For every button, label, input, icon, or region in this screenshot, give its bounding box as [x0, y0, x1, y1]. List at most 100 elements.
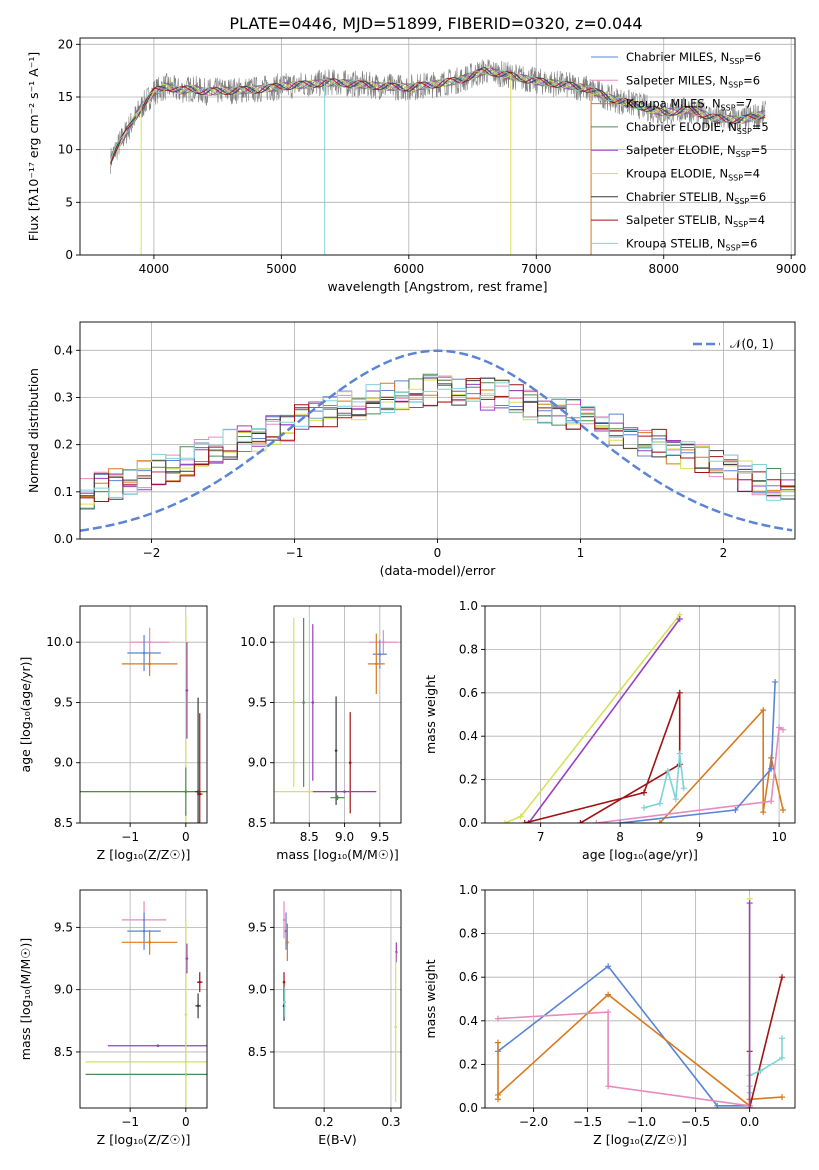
- weight-marker: [779, 974, 786, 981]
- x-tick-label: 6000: [394, 262, 425, 276]
- y-tick-label: 9.5: [54, 695, 73, 709]
- weight-marker: [605, 1009, 612, 1016]
- x-tick-label: 7000: [521, 262, 552, 276]
- weight-marker: [760, 809, 767, 816]
- x-axis-label: (data-model)/error: [380, 563, 497, 578]
- y-tick-label: 9.5: [54, 920, 73, 934]
- plot-area: [282, 901, 398, 1102]
- x-tick-label: −1: [121, 830, 139, 844]
- y-tick-label: 0.0: [54, 532, 73, 546]
- y-tick-label: 0.8: [459, 642, 478, 656]
- weight-marker: [779, 1094, 786, 1101]
- plot-area: [80, 616, 207, 823]
- legend-label: Salpeter STELIB, NSSP=4: [626, 213, 765, 229]
- x-axis-label: mass [log₁₀(M/M☉)]: [276, 847, 398, 862]
- weight-marker: [676, 616, 683, 623]
- weight-line-2: [497, 1011, 750, 1107]
- data-point: [378, 652, 382, 656]
- weight-marker: [605, 1083, 612, 1090]
- data-point: [148, 640, 151, 644]
- data-point: [142, 651, 146, 655]
- y-tick-label: 0.2: [54, 438, 73, 452]
- weight-marker: [780, 806, 787, 813]
- data-point: [184, 1013, 188, 1016]
- histogram-step-6: [80, 377, 795, 500]
- x-tick-label: 8.5: [300, 830, 319, 844]
- y-axis-label: Normed distribution: [26, 368, 41, 493]
- y-axis-label: Flux [fλ10⁻¹⁷ erg cm⁻² s⁻¹ A⁻¹]: [26, 52, 41, 241]
- data-point: [334, 749, 338, 752]
- data-point: [198, 980, 202, 984]
- x-tick-label: 0.0: [740, 1115, 759, 1129]
- y-axis-label: mass weight: [423, 675, 438, 754]
- data-point: [148, 662, 151, 666]
- chart-spectrum: 4000 5000 6000 7000 8000 9000 0 5 10 15 20 waveleng…: [26, 37, 806, 294]
- chart-weight-vs-Z: −2.0 −1.5 −1.0 −0.5 0.0 0.0 0.2 0.4 0.6 0.8 1.0 Z […: [423, 883, 796, 1147]
- data-point: [286, 941, 289, 944]
- weight-marker: [605, 991, 612, 998]
- plot-area: [85, 901, 207, 1108]
- model-line-6: [110, 67, 766, 164]
- data-point: [185, 957, 189, 960]
- legend-label: Salpeter ELODIE, NSSP=5: [626, 143, 768, 159]
- weight-marker: [768, 765, 775, 772]
- data-point: [311, 701, 315, 704]
- weight-marker: [746, 900, 753, 907]
- y-tick-label: 0.6: [459, 686, 478, 700]
- weight-marker: [776, 724, 783, 731]
- x-tick-label: 7: [537, 830, 545, 844]
- x-tick-label: −2.0: [519, 1115, 548, 1129]
- x-tick-label: 0.3: [381, 1115, 400, 1129]
- data-point: [382, 640, 385, 644]
- data-point: [148, 941, 151, 944]
- x-tick-label: 0.2: [315, 1115, 334, 1129]
- model-line-3: [110, 68, 766, 157]
- weight-marker: [680, 785, 687, 792]
- spectrum-legend: Chabrier MILES, NSSP=6 Salpeter MILES, NS…: [591, 50, 769, 252]
- data-point: [198, 792, 202, 796]
- data-point: [196, 790, 200, 793]
- y-tick-label: 1.0: [459, 883, 478, 897]
- weight-marker: [779, 1035, 786, 1042]
- weight-line-6: [620, 681, 776, 823]
- y-tick-label: 8.5: [54, 1045, 73, 1059]
- weight-marker: [676, 750, 683, 757]
- y-tick-label: 9.0: [248, 756, 267, 770]
- y-tick-label: 8.5: [54, 816, 73, 830]
- x-tick-label: 0: [182, 1115, 190, 1129]
- x-axis-label: wavelength [Angstrom, rest frame]: [327, 279, 547, 294]
- y-tick-label: 0.0: [459, 816, 478, 830]
- x-tick-label: 9000: [776, 262, 807, 276]
- x-axis-label: Z [log₁₀(Z/Z☉)]: [97, 1132, 191, 1147]
- x-tick-label: 10: [771, 830, 786, 844]
- weight-marker: [772, 678, 779, 685]
- x-tick-label: 9.5: [370, 830, 389, 844]
- y-tick-label: 9.5: [248, 920, 267, 934]
- axes-frame: [79, 605, 208, 824]
- weight-marker: [768, 798, 775, 805]
- data-point: [196, 1004, 200, 1008]
- plot-area: [80, 349, 795, 532]
- y-tick-label: 15: [58, 90, 73, 104]
- data-point: [282, 980, 286, 984]
- legend-label: Kroupa STELIB, NSSP=6: [626, 236, 757, 252]
- data-point: [184, 790, 188, 793]
- legend-label: Chabrier ELODIE, NSSP=5: [626, 120, 769, 136]
- x-tick-label: 4000: [139, 262, 170, 276]
- weight-line-4: [748, 1038, 783, 1093]
- weight-marker: [521, 820, 528, 823]
- x-axis-label: Z [log₁₀(Z/Z☉)]: [593, 1132, 687, 1147]
- legend-label: Kroupa ELODIE, NSSP=4: [626, 167, 760, 183]
- y-tick-label: 10.0: [46, 635, 73, 649]
- chart-residuals: −2 −1 0 1 2 0.0 0.1 0.2 0.3 0.4 (data-model)/error…: [26, 321, 796, 578]
- plot-area: [110, 59, 766, 255]
- chart-age-vs-mass: 8.5 9.0 9.5 8.5 9.0 9.5 10.0 mass [log₁₀(M/M☉)]: [240, 605, 402, 862]
- axes-frame: [273, 889, 402, 1109]
- weight-marker: [525, 820, 532, 823]
- data-point: [307, 790, 311, 793]
- histogram-step-8: [80, 382, 795, 501]
- data-point: [375, 662, 378, 666]
- y-axis-label: mass [log₁₀(M/M☉)]: [18, 938, 33, 1060]
- weight-marker: [732, 806, 739, 813]
